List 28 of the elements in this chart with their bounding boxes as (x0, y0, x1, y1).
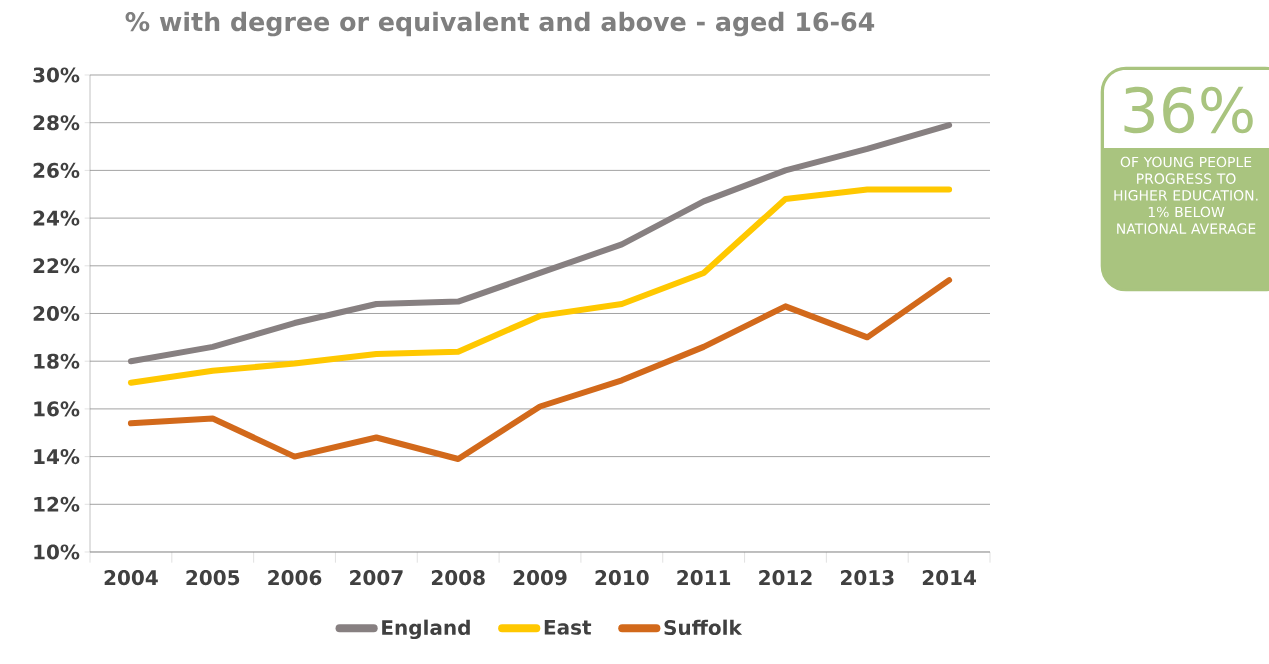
x-tick-label: 2010 (595, 570, 649, 586)
text: 36% (1124, 86, 1253, 134)
y-tick-label: 22% (33, 258, 80, 274)
x-tick-label: 2013 (841, 570, 894, 586)
y-tick-label: 26% (33, 162, 80, 178)
y-tick-label: 14% (34, 449, 80, 465)
y-tick-label: 30% (33, 67, 80, 83)
y-tick-label: 18% (34, 353, 80, 369)
y-tick-label: 28% (33, 115, 80, 131)
x-tick-label: 2009 (513, 570, 567, 586)
x-tick-label: 2011 (677, 570, 731, 586)
text: OF YOUNG PEOPLE PROGRESS TO HIGHER EDUCATION. 1% BELOW NATIONAL AVERAGE (1114, 156, 1258, 234)
y-tick-label: 12% (34, 496, 80, 512)
x-tick-label: 2006 (268, 570, 322, 586)
x-tick-label: 2004 (104, 570, 158, 586)
legend-label: Suffolk (664, 619, 743, 636)
x-tick-label: 2012 (759, 570, 812, 586)
legend-label: East (544, 619, 592, 635)
x-tick-label: 2008 (431, 570, 485, 586)
chart-title: % with degree or equivalent and above - aged 16-64 (125, 11, 875, 37)
x-tick-label: 2007 (350, 570, 403, 586)
y-tick-label: 10% (34, 544, 80, 560)
y-tick-label: 20% (33, 305, 80, 322)
x-tick-label: 2014 (922, 570, 977, 586)
legend-label: England (382, 619, 470, 640)
x-tick-label: 2005 (186, 570, 240, 586)
y-tick-label: 24% (33, 210, 80, 226)
y-tick-label: 16% (34, 401, 80, 417)
